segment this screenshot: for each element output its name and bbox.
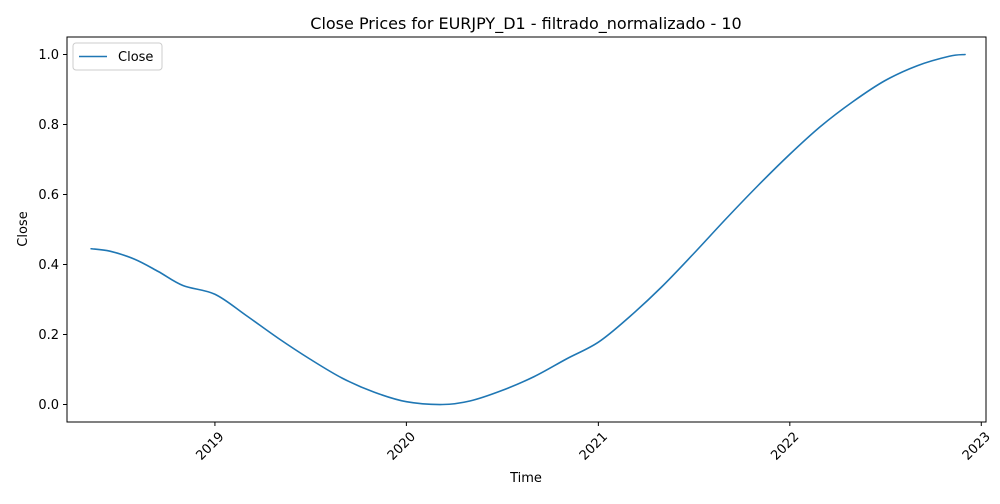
y-tick-label: 0.0 — [38, 398, 59, 413]
y-tick-label: 0.4 — [38, 258, 59, 273]
x-tick-label: 2019 — [193, 430, 227, 464]
legend-label-close: Close — [118, 50, 153, 65]
x-tick-label: 2021 — [577, 430, 611, 464]
series-line-close — [90, 53, 966, 406]
y-tick-label: 0.6 — [38, 188, 59, 203]
x-axis-ticks: 2019 2020 2021 2022 2023 — [193, 422, 994, 464]
chart-title: Close Prices for EURJPY_D1 - filtrado_no… — [310, 14, 741, 34]
x-tick-label: 2020 — [385, 430, 419, 464]
x-axis-label: Time — [509, 471, 542, 486]
plot-frame — [66, 36, 987, 423]
y-tick-label: 0.8 — [38, 118, 59, 133]
y-axis-ticks: 0.0 0.2 0.4 0.6 0.8 1.0 — [38, 48, 67, 413]
y-tick-label: 0.2 — [38, 328, 59, 343]
series-layer — [90, 53, 966, 406]
x-tick-label: 2022 — [768, 430, 802, 464]
y-tick-label: 1.0 — [38, 48, 59, 63]
legend: Close — [72, 42, 163, 71]
legend-box — [72, 42, 163, 71]
x-tick-label: 2023 — [960, 430, 994, 464]
y-axis-label: Close — [16, 211, 31, 246]
